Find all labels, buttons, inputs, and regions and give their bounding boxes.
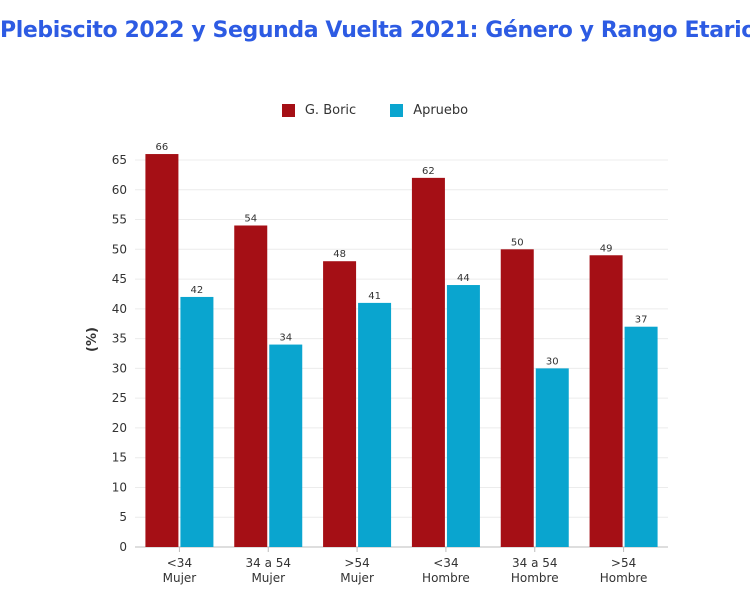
y-tick-label: 30 [112,361,127,375]
legend-label-boric: G. Boric [304,103,357,118]
bar-boric [234,225,268,547]
x-tick-label: <34 Hombre [422,556,470,585]
data-label: 54 [244,213,257,224]
data-label: 44 [457,273,470,284]
bar-apruebo [180,296,214,547]
data-label: 50 [511,237,524,248]
chart-legend: G. Boric Apruebo [0,103,750,118]
x-tick-label: <34 Mujer [163,556,197,585]
y-tick-label: 45 [112,272,127,286]
y-tick-label: 15 [112,451,127,465]
data-label: 62 [422,166,435,177]
y-tick-label: 5 [119,510,127,524]
bar-apruebo [269,344,303,547]
data-label: 37 [635,315,648,326]
data-label: 49 [600,243,613,254]
legend-item-boric[interactable]: G. Boric [281,103,357,118]
legend-swatch-boric [281,104,295,117]
legend-label-apruebo: Apruebo [413,103,469,118]
data-label: 42 [191,285,204,296]
bar-boric [589,255,623,547]
legend-item-apruebo[interactable]: Apruebo [390,103,468,118]
x-tick-label: >54 Mujer [340,556,374,585]
y-tick-label: 25 [112,391,127,405]
bar-boric [145,154,179,548]
y-tick-label: 50 [112,242,127,256]
x-tick-label: 34 a 54 Mujer [245,556,291,585]
bar-boric [500,249,534,548]
y-tick-label: 20 [112,421,127,435]
y-tick-label: 40 [112,302,127,316]
y-tick-label: 60 [112,183,127,197]
y-tick-label: 10 [112,480,127,494]
data-label: 66 [156,142,169,153]
y-tick-label: 35 [112,332,127,346]
x-tick-label: 34 a 54 Hombre [511,556,559,585]
bar-apruebo [446,285,480,547]
data-label: 48 [333,249,346,260]
y-tick-label: 55 [112,213,127,227]
data-label: 41 [368,291,381,302]
bar-apruebo [535,368,569,547]
bar-apruebo [624,326,658,547]
y-tick-label: 65 [112,153,127,167]
bar-apruebo [358,302,392,547]
y-axis-label: (%) [85,327,100,352]
x-tick-label: >54 Hombre [600,556,648,585]
chart-title: Plebiscito 2022 y Segunda Vuelta 2021: G… [0,18,750,43]
y-tick-label: 0 [119,540,127,554]
bar-boric [323,261,357,547]
legend-swatch-apruebo [390,104,404,117]
bar-boric [411,177,445,547]
data-label: 34 [279,333,292,344]
data-label: 30 [546,356,559,367]
